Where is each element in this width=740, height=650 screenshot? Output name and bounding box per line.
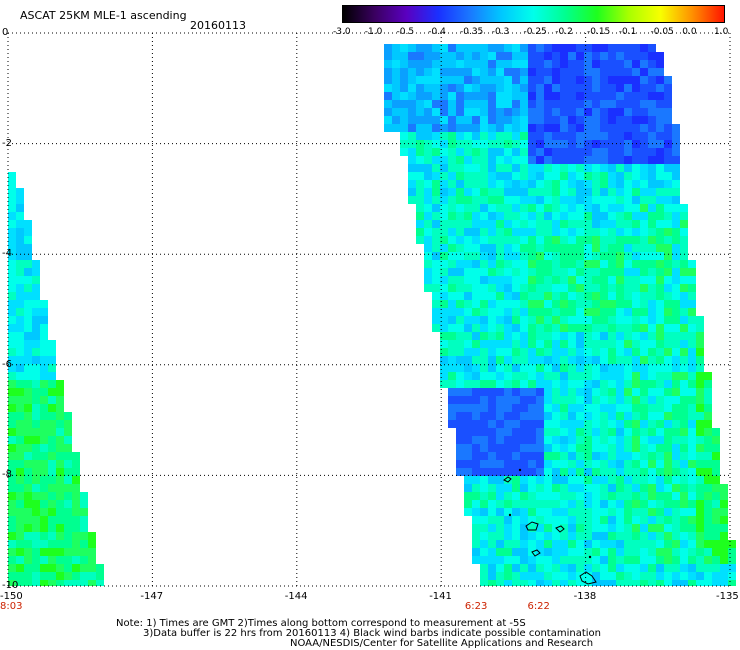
colorbar-tick-label: -1.0 bbox=[364, 27, 383, 37]
colorbar-tick-label: -0.5 bbox=[396, 27, 415, 37]
colorbar bbox=[342, 5, 725, 23]
island-outline bbox=[525, 521, 539, 531]
island-outline bbox=[555, 525, 565, 533]
lat-tick-label: -10 bbox=[2, 580, 19, 591]
colorbar-tick-label: -0.2 bbox=[555, 27, 573, 37]
colorbar-tick-label: -0.25 bbox=[523, 27, 547, 37]
colorbar-tick-label: 1.0 bbox=[714, 27, 729, 37]
lon-tick-label: -144 bbox=[284, 591, 308, 602]
colorbar-tick-label: 0.0 bbox=[682, 27, 697, 37]
colorbar-tick-label: -0.4 bbox=[428, 27, 446, 37]
island-dot bbox=[508, 513, 512, 517]
lat-tick-label: -6 bbox=[2, 358, 12, 370]
time-label: 6:22 bbox=[527, 601, 550, 612]
lat-tick-label: -2 bbox=[2, 137, 12, 149]
island-outline bbox=[503, 476, 512, 483]
note-line-3: NOAA/NESDIS/Center for Satellite Applica… bbox=[290, 638, 594, 649]
island-outline bbox=[579, 571, 597, 585]
map-title: ASCAT 25KM MLE-1 ascending bbox=[20, 9, 187, 22]
lon-tick-label: -141 bbox=[429, 591, 452, 602]
island-outline bbox=[531, 549, 541, 557]
colorbar-tick-label: -0.35 bbox=[460, 27, 484, 37]
map-date: 20160113 bbox=[190, 19, 246, 32]
colorbar-tick-label: -0.05 bbox=[650, 27, 674, 37]
lat-tick-label: 0 bbox=[2, 27, 9, 38]
lon-tick-label: -135 bbox=[716, 591, 739, 602]
lon-tick-label: -147 bbox=[140, 591, 164, 602]
colorbar-tick-label: -3.0 bbox=[333, 27, 351, 37]
note-line-2: 3)Data buffer is 22 hrs from 20160113 4)… bbox=[143, 628, 601, 639]
note-line-1: Note: 1) Times are GMT 2)Times along bot… bbox=[116, 618, 526, 629]
colorbar-tick-label: -0.15 bbox=[587, 27, 611, 37]
island-dot bbox=[588, 555, 592, 559]
time-label: 6:23 bbox=[464, 601, 488, 612]
time-label: 8:03 bbox=[0, 601, 23, 612]
island-dot bbox=[518, 468, 522, 472]
lat-tick-label: -4 bbox=[2, 248, 12, 260]
lat-tick-label: -8 bbox=[2, 469, 12, 481]
colorbar-tick-label: -0.3 bbox=[491, 27, 510, 37]
lon-tick-label: -138 bbox=[573, 591, 597, 602]
lon-tick-label: -150 bbox=[0, 591, 23, 602]
colorbar-tick-label: -0.1 bbox=[618, 27, 637, 37]
